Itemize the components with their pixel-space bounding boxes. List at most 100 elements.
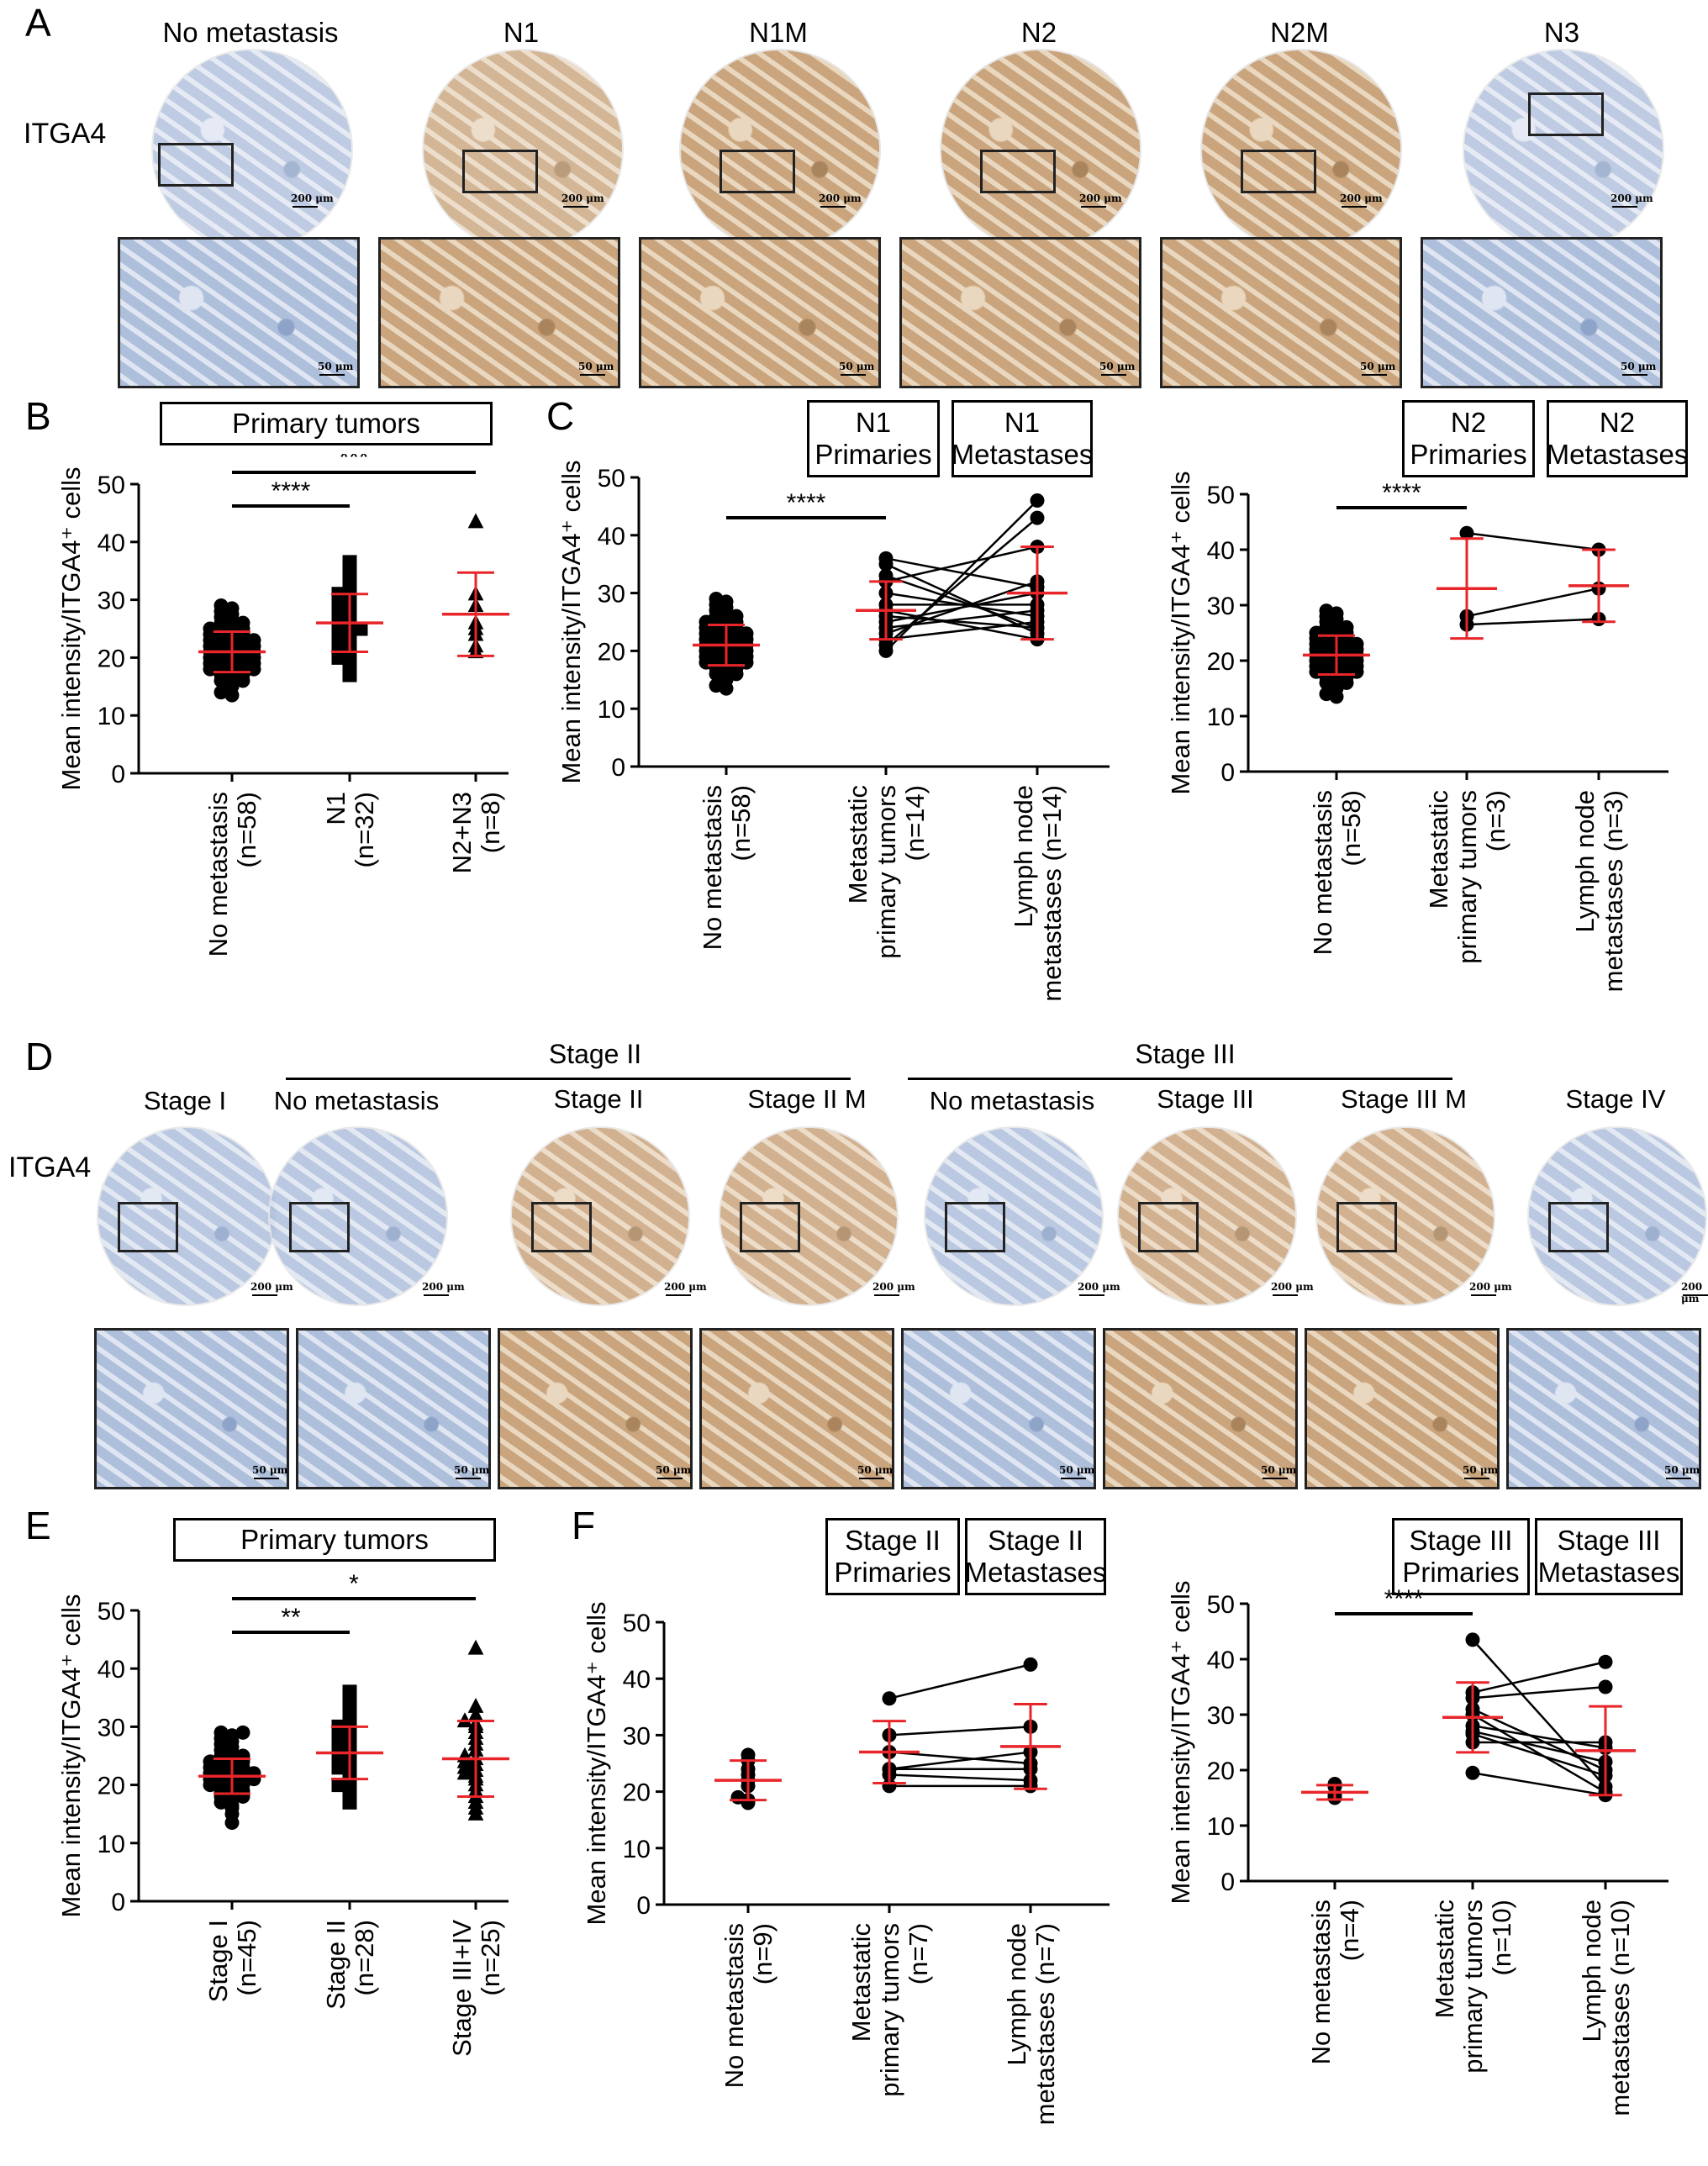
panel-d-col-7-scalebar-50: 50 μm [1664,1464,1700,1476]
x-category-label: No metastasis [1306,1900,1336,2064]
panel-a-col-0-scalebar-50-bar [319,374,345,376]
panel-d-col-5-scalebar-200: 200 μm [1271,1281,1314,1293]
panel-a-col-4-scalebar-50: 50 μm [1360,361,1396,372]
panel-d-col-6-zoom-image [1305,1328,1500,1489]
box-stage3-metastases: Stage III Metastases [1535,1518,1683,1595]
data-point-triangle [467,1639,484,1655]
pair-line [1472,1730,1606,1763]
panel-a-col-3-scalebar-50: 50 μm [1099,361,1136,372]
panel-d-col-2-scalebar-50: 50 μm [656,1464,692,1476]
panel-a-col-3-zoom-image [899,237,1141,388]
panel-a-col-3-tissue-core [940,49,1141,250]
panel-d-col-2-scalebar-200-bar [666,1294,691,1296]
panel-a-col-0-zoom-image [118,237,360,388]
panel-d-col-1-tissue-core [268,1126,448,1306]
x-category-label: primary tumors [875,1923,904,2097]
data-point-circle [246,633,261,648]
x-category-label: No metastasis [698,785,727,950]
x-category-label: No metastasis [720,1923,749,2088]
x-category-label: metastases (n=10) [1605,1900,1635,2116]
data-point-circle [224,601,240,616]
panel-a-col-2-zoom-image [639,237,881,388]
panel-d-col-4-scalebar-50: 50 μm [1059,1464,1095,1476]
group-label-stage-iii: Stage III [1135,1039,1236,1069]
panel-d-col-2-tissue-core [510,1126,690,1306]
panel-a-col-0-title: No metastasis [162,17,339,48]
panel-a-col-4-title: N2M [1270,17,1329,48]
panel-d-col-7-scalebar-200-bar [1683,1294,1708,1296]
pair-line [885,609,1038,640]
data-point-primary [882,1691,897,1706]
panel-d-col-5-roi-box [1138,1202,1199,1252]
panel-a-col-5-tissue-core [1463,49,1664,250]
pair-line [888,1773,1031,1782]
panel-d-col-5-scalebar-200-bar [1273,1294,1298,1296]
panel-a-col-1-scalebar-50: 50 μm [578,361,614,372]
data-point-square [342,1684,357,1700]
pair-line [888,1663,1031,1700]
pair-line [888,1751,1031,1770]
panel-a-col-5-zoom-image [1421,237,1663,388]
y-tick-label: 40 [623,1666,651,1694]
y-tick-label: 40 [98,530,125,557]
y-axis-label: Mean intensity/ITGA4⁺ cells [556,460,586,783]
row-label-itga4: ITGA4 [24,118,107,150]
x-category-label: (n=10) [1487,1900,1516,1975]
panel-d-col-4-roi-box [945,1202,1005,1252]
panel-d-col-6-tissue-core [1315,1126,1495,1306]
panel-d-col-6-scalebar-50: 50 μm [1463,1464,1499,1476]
x-category-label: Metastatic [843,785,872,904]
panel-a-col-2-scalebar-200-bar [820,206,846,208]
y-axis-label: Mean intensity/ITGA4⁺ cells [582,1601,611,1925]
data-point-metastasis [1598,1679,1613,1694]
panel-a-col-5-title: N3 [1543,17,1580,48]
panel-a-col-5-scalebar-200: 200 μm [1610,192,1653,204]
y-tick-label: 10 [98,703,125,730]
x-category-label: Lymph node [1009,785,1038,927]
panel-d-col-2-title: Stage II [553,1084,644,1114]
panel-d-col-4-scalebar-200: 200 μm [1078,1281,1120,1293]
data-point-circle [741,1747,756,1763]
data-point-primary [1465,1765,1480,1780]
significance-label: ** [281,1604,301,1631]
significance-label: **** [1384,1585,1424,1613]
x-category-label: (n=32) [350,792,379,867]
data-point-square [331,1778,346,1793]
y-tick-label: 20 [623,1779,651,1807]
x-category-label: primary tumors [1452,790,1482,964]
data-point-metastasis [1030,493,1045,509]
box-n2-primaries: N2 Primaries [1402,400,1535,477]
x-category-label: Metastatic [1424,790,1453,909]
x-category-label: metastases (n=14) [1037,785,1067,1002]
panel-d-col-3-scalebar-50: 50 μm [857,1464,894,1476]
panel-d-col-6-scalebar-50-bar [1464,1478,1489,1479]
panel-d-col-0-scalebar-50: 50 μm [252,1464,288,1476]
y-tick-label: 0 [1220,1868,1235,1896]
panel-a-col-1-title: N1 [503,17,540,48]
panel-label-c: C [546,394,575,438]
panel-label-f: F [572,1504,596,1547]
box-n2-metastases: N2 Metastases [1547,400,1688,477]
panel-d-col-6-scalebar-200: 200 μm [1469,1281,1512,1293]
panel-d-col-7-roi-box [1548,1202,1609,1252]
x-category-label: Lymph node [1570,790,1600,932]
panel-d-col-6-scalebar-200-bar [1471,1294,1496,1296]
box-n1-metastases: N1 Metastases [952,400,1093,477]
panel-label-a: A [25,1,51,45]
panel-d-col-5-title: Stage III [1157,1084,1254,1114]
x-category-label: metastases (n=7) [1031,1923,1060,2125]
x-category-label: Lymph node [1002,1923,1031,2065]
data-point-triangle [467,1706,484,1722]
y-tick-label: 40 [1207,537,1235,565]
y-tick-label: 20 [98,645,125,672]
y-tick-label: 50 [98,1598,125,1626]
data-point-circle [235,615,250,630]
data-point-circle [1319,603,1334,619]
y-axis-label: Mean intensity/ITGA4⁺ cells [1166,471,1195,794]
data-point-metastasis [1023,1657,1038,1672]
panel-d-col-7-scalebar-200: 200 μm [1681,1281,1703,1304]
y-tick-label: 0 [111,761,125,788]
significance-label: *** [339,454,368,472]
panel-a-col-0-scalebar-200-bar [293,206,318,208]
x-category-label: (n=4) [1335,1900,1364,1961]
